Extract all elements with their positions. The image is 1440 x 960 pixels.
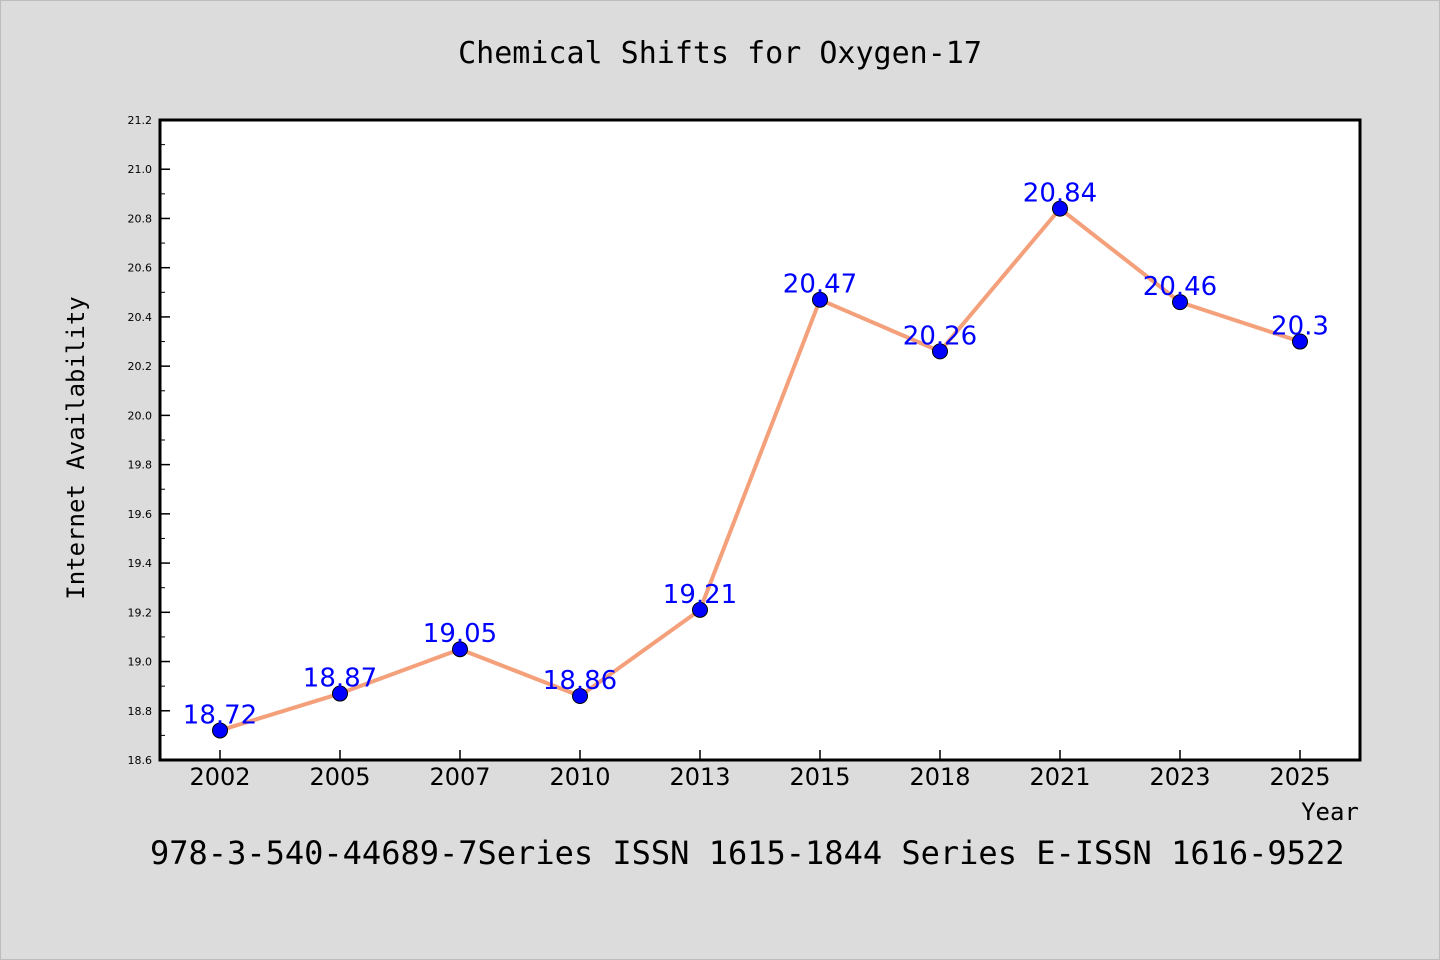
data-point [932, 343, 948, 360]
data-point [572, 688, 588, 704]
data-label: 18.87 [303, 664, 377, 694]
y-tick-label: 21.2 [128, 114, 153, 127]
data-point [332, 685, 348, 702]
plot-area [160, 120, 1360, 760]
data-point [1052, 200, 1068, 217]
x-tick-label: 2007 [429, 763, 490, 791]
x-axis: 2002 2005 2007 2010 2013 2015 2018 2021 2023 2025 [189, 750, 1331, 791]
y-axis: 18.6 18.8 19.0 19.2 19.4 19.6 19.8 20.0 20.2 20.4… [128, 114, 170, 767]
y-tick-label: 20.0 [128, 409, 153, 422]
series-layer: 18.72 18.87 19.05 18.86 19.21 20.47 20.26 20.84… [183, 179, 1329, 739]
y-tick-label: 20.4 [128, 311, 153, 324]
x-axis-label: Year [1301, 798, 1359, 826]
data-label: 19.21 [663, 580, 737, 610]
data-label: 20.47 [783, 270, 857, 300]
y-tick-label: 20.8 [128, 212, 153, 225]
data-point [212, 722, 228, 739]
y-tick-label: 19.4 [128, 557, 153, 570]
chart-title: Chemical Shifts for Oxygen-17 [458, 36, 982, 71]
x-tick-label: 2010 [549, 763, 610, 791]
y-tick-label: 19.8 [128, 459, 153, 472]
x-tick-label: 2025 [1269, 763, 1330, 791]
y-tick-label: 19.6 [128, 508, 153, 521]
y-tick-label: 18.8 [128, 705, 153, 718]
data-label: 20.84 [1023, 179, 1097, 209]
data-point [452, 641, 468, 658]
x-tick-label: 2021 [1029, 763, 1090, 791]
data-point [812, 291, 828, 308]
data-label: 20.46 [1143, 272, 1217, 302]
data-point [1292, 333, 1308, 350]
footer-isbn: 978-3-540-44689-7Series ISSN 1615-1844 S… [150, 834, 1344, 872]
data-label: 18.86 [543, 666, 617, 696]
x-tick-label: 2005 [309, 763, 370, 791]
series-line [219, 206, 1301, 733]
data-label: 20.3 [1271, 312, 1329, 342]
plot-frame [158, 118, 1362, 762]
y-tick-label: 20.2 [128, 360, 153, 373]
data-point [692, 601, 708, 618]
y-tick-label: 19.2 [128, 606, 153, 619]
y-tick-label: 19.0 [128, 656, 153, 669]
x-tick-label: 2002 [189, 763, 250, 791]
y-tick-label: 20.6 [128, 262, 153, 275]
y-axis-label: Internet Availability [62, 296, 90, 599]
data-label: 20.26 [903, 321, 977, 351]
x-tick-label: 2015 [789, 763, 850, 791]
y-tick-label: 18.6 [128, 754, 153, 767]
data-point [1172, 294, 1188, 311]
x-tick-label: 2018 [909, 763, 970, 791]
x-tick-label: 2023 [1149, 763, 1210, 791]
data-label: 19.05 [423, 619, 497, 649]
x-tick-label: 2013 [669, 763, 730, 791]
y-tick-label: 21.0 [128, 163, 153, 176]
data-label: 18.72 [183, 700, 257, 730]
